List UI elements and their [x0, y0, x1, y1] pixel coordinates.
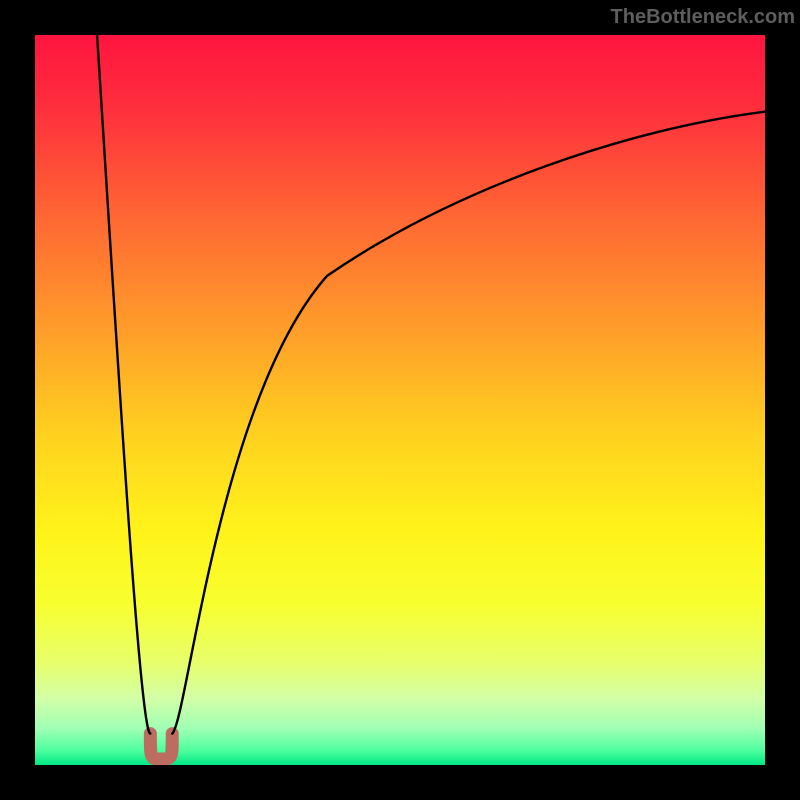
- watermark-text: TheBottleneck.com: [611, 6, 795, 29]
- chart-root: TheBottleneck.com: [0, 0, 800, 800]
- bottleneck-curve: [97, 35, 765, 734]
- dip-marker: [150, 734, 172, 759]
- plot-area: [35, 35, 765, 765]
- curve-svg: [35, 35, 765, 765]
